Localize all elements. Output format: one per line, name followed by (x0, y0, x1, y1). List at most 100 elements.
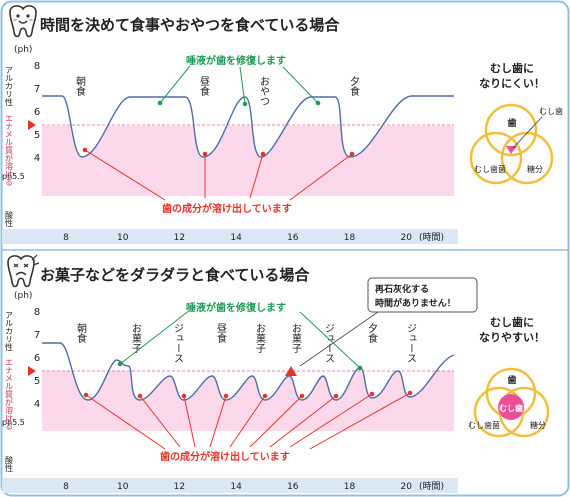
venn-bottom-cavity-label: むし歯 (499, 403, 523, 413)
top-dissolve-leaders (82, 147, 355, 201)
venn-bottom-title-2: なりやすい！ (479, 331, 545, 344)
event-label-breakfast: 朝食 (75, 323, 87, 344)
venn-top-cavity-area (506, 146, 517, 154)
venn-bottom-sugar-label: 糖分 (530, 420, 546, 430)
bottom-section: お菓子などをダラダラと食べている場合 (ph) アルカリ性 エナメル質が溶ける … (2, 254, 478, 493)
bottom-y-tick-label: 5 (34, 376, 40, 387)
top-saliva-leaders (157, 65, 321, 107)
venn-bottom-bacteria-label: むし歯菌 (468, 420, 500, 430)
venn-bottom-cavity-area (498, 394, 524, 420)
top-enamel-label: エナメル質が溶ける (5, 114, 14, 186)
top-y-tick-label: 8 (34, 61, 40, 72)
top-x-ticks: 8 10 12 14 16 18 20 (63, 233, 412, 243)
venn-top-teeth-label: 歯 (507, 117, 516, 129)
remineralization-callout: 再石灰化する 時間がありません！ (285, 277, 478, 376)
bottom-y-tick-label: 8 (34, 307, 40, 318)
bottom-x-ticks: 8 10 12 14 16 18 20 (63, 482, 412, 492)
meal-label-lunch: 昼食 (198, 76, 210, 97)
bottom-ph-fill (42, 371, 454, 431)
bottom-dissolve-areas (42, 371, 454, 431)
bottom-x-tick-label: 14 (230, 482, 242, 492)
event-label-snack-2: お菓子 (254, 323, 266, 353)
top-y-unit: (ph) (14, 45, 32, 55)
meal-label-snack: おやつ (258, 76, 270, 106)
bottom-axis-band (2, 478, 458, 493)
venn-bottom-teeth-label: 歯 (507, 374, 516, 386)
bottom-x-tick-label: 20 (400, 482, 412, 492)
bottom-x-unit: (時間) (419, 481, 444, 492)
bottom-saliva-note: 唾液が歯を修復します (186, 301, 286, 314)
bottom-saliva-leaders (117, 309, 363, 371)
top-threshold-marker (28, 120, 36, 130)
bottom-x-tick-label: 10 (117, 482, 129, 492)
bottom-y-unit: (ph) (14, 291, 32, 301)
venn-top-title-1: むし歯に (490, 61, 534, 75)
venn-top-bacteria-label: むし歯菌 (474, 164, 506, 174)
bottom-dissolve-note: 歯の成分が溶け出しています (160, 450, 290, 463)
top-y-ticks: 8 7 6 5 4 (34, 61, 40, 164)
venn-less-cavities: むし歯に なりにくい！ 歯 むし歯 むし歯菌 糖分 (469, 61, 563, 185)
venn-top-sugar-label: 糖分 (527, 164, 543, 174)
venn-top-bacteria-circle (469, 131, 523, 185)
event-label-juice-2: ジュース (323, 323, 334, 363)
top-saliva-note: 唾液が歯を修復します (186, 54, 286, 67)
top-dissolve-note: 歯の成分が溶け出しています (162, 202, 292, 215)
bottom-dissolve-leaders (83, 390, 413, 450)
top-x-tick-label: 8 (63, 233, 69, 243)
meal-label-dinner: 夕食 (348, 76, 360, 97)
top-y-tick-label: 4 (34, 153, 40, 164)
bottom-threshold-marker (28, 366, 36, 376)
sad-tooth-icon (7, 254, 40, 288)
top-section: 時間を決めて食事やおやつを食べている場合 (ph) アルカリ性 エナメル質が溶け… (2, 5, 458, 244)
event-label-juice-3: ジュース (405, 323, 416, 363)
top-x-tick-label: 10 (117, 233, 129, 243)
top-axis-band (2, 229, 458, 244)
bottom-y-tick-label: 4 (34, 399, 40, 410)
venn-top-cavity-label: むし歯 (539, 106, 563, 116)
bottom-x-tick-label: 12 (174, 482, 185, 492)
bottom-y-tick-label: 6 (34, 353, 40, 364)
bottom-alkaline-label: アルカリ性 (5, 311, 14, 351)
top-x-tick-label: 20 (400, 233, 412, 243)
venn-top-title-2: なりにくい！ (479, 77, 545, 90)
top-x-tick-label: 16 (287, 233, 299, 243)
meal-label-breakfast: 朝食 (74, 76, 86, 97)
venn-bottom-title-1: むし歯に (490, 315, 534, 329)
top-ph55-label: ph5.5 (2, 172, 25, 181)
venn-top-cavity-pointer (512, 116, 543, 149)
bottom-title: お菓子などをダラダラと食べている場合 (40, 266, 310, 284)
event-label-lunch: 昼食 (215, 323, 227, 344)
happy-tooth-icon (9, 5, 37, 38)
top-x-tick-label: 14 (230, 233, 242, 243)
callout-line-2: 時間がありません！ (375, 297, 456, 309)
top-x-tick-label: 18 (344, 233, 356, 243)
top-x-unit: (時間) (419, 232, 444, 243)
bottom-event-labels: 朝食 お菓子 ジュース 昼食 お菓子 お菓子 ジュース 夕食 ジュース (75, 323, 416, 363)
bottom-x-tick-label: 8 (63, 482, 69, 492)
event-label-snack-3: お菓子 (290, 323, 302, 353)
top-ph-curve (42, 95, 454, 158)
callout-pointer-marker (285, 366, 297, 376)
top-acid-label: 酸性 (5, 210, 14, 227)
event-label-dinner: 夕食 (366, 323, 378, 344)
top-alkaline-label: アルカリ性 (5, 66, 14, 106)
callout-line-1: 再石灰化する (375, 283, 429, 295)
event-label-snack-1: お菓子 (130, 323, 142, 353)
top-x-tick-label: 12 (174, 233, 185, 243)
bottom-y-tick-label: 7 (34, 330, 40, 341)
bottom-acid-label: 酸性 (5, 455, 14, 472)
top-y-tick-label: 7 (34, 84, 40, 95)
bottom-x-tick-label: 16 (287, 482, 299, 492)
top-dissolve-areas (42, 126, 454, 196)
top-ph-fill (42, 126, 454, 196)
top-y-tick-label: 6 (34, 107, 40, 118)
top-title: 時間を決めて食事やおやつを食べている場合 (40, 16, 340, 34)
venn-top-teeth-circle (484, 103, 538, 157)
top-meal-labels: 朝食 昼食 おやつ 夕食 (74, 76, 360, 106)
bottom-ph-curve (42, 342, 455, 401)
bottom-ph55-label: ph5.5 (2, 418, 25, 427)
bottom-y-ticks: 8 7 6 5 4 (34, 307, 40, 410)
event-label-juice-1: ジュース (172, 323, 183, 363)
venn-more-cavities: むし歯に なりやすい！ 歯 むし歯 むし歯菌 糖分 (468, 315, 550, 438)
